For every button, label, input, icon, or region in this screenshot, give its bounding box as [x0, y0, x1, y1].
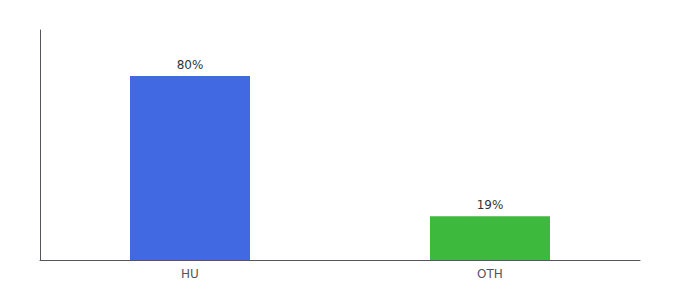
- svg-text:80%: 80%: [177, 58, 204, 72]
- svg-text:HU: HU: [181, 267, 199, 281]
- svg-text:OTH: OTH: [477, 267, 503, 281]
- svg-text:19%: 19%: [477, 198, 504, 212]
